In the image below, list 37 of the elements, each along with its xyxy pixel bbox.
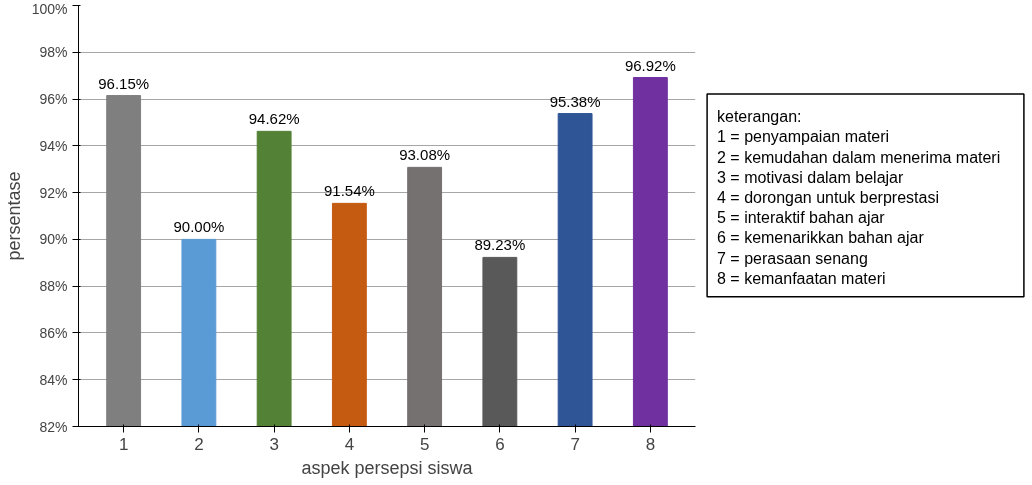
text: keterangan: [717,108,802,126]
x-tick-label: 6 [495,434,505,454]
data-label: 90.00% [173,218,225,236]
y-axis-title: persentase [3,171,24,261]
x-tick-label: 2 [194,434,204,454]
x-tick-label: 1 [118,434,129,454]
text: 6 = kemenarikkan bahan ajar [717,229,925,247]
text: 3 = motivasi dalam belajar [717,168,904,186]
x-tick-label: 8 [645,434,656,454]
y-tick-label: 86% [39,324,68,341]
y-tick-label: 98% [39,44,68,61]
data-label: 91.54% [323,182,375,200]
y-tick-label: 100% [31,0,68,17]
y-tick-label: 96% [39,91,68,108]
data-label: 93.08% [399,146,451,164]
y-tick-label: 92% [39,184,68,201]
text: 8 = kemanfaatan materi [717,269,886,287]
data-label: 94.62% [248,110,300,128]
text: 4 = dorongan untuk berprestasi [717,188,939,206]
data-label: 89.23% [474,236,526,254]
text: 2 = kemudahan dalam menerima materi [717,148,1001,166]
x-tick-label: 3 [269,434,279,454]
y-tick-label: 82% [39,418,68,435]
data-label: 95.38% [549,92,601,110]
x-tick-label: 7 [570,434,580,454]
data-label: 96.15% [98,74,150,92]
y-tick-label: 94% [39,137,68,154]
data-label: 96.92% [624,56,676,74]
x-axis-title: aspek persepsi siswa [301,457,474,478]
y-tick-label: 88% [39,278,68,295]
x-tick-label: 4 [344,434,355,454]
text: 5 = interaktif bahan ajar [717,209,886,227]
x-tick-label: 5 [419,434,430,454]
text: 7 = perasaan senang [717,249,868,267]
text: 1 = penyampaian materi [717,128,890,146]
y-tick-label: 84% [39,371,68,388]
y-tick-label: 90% [39,231,68,248]
